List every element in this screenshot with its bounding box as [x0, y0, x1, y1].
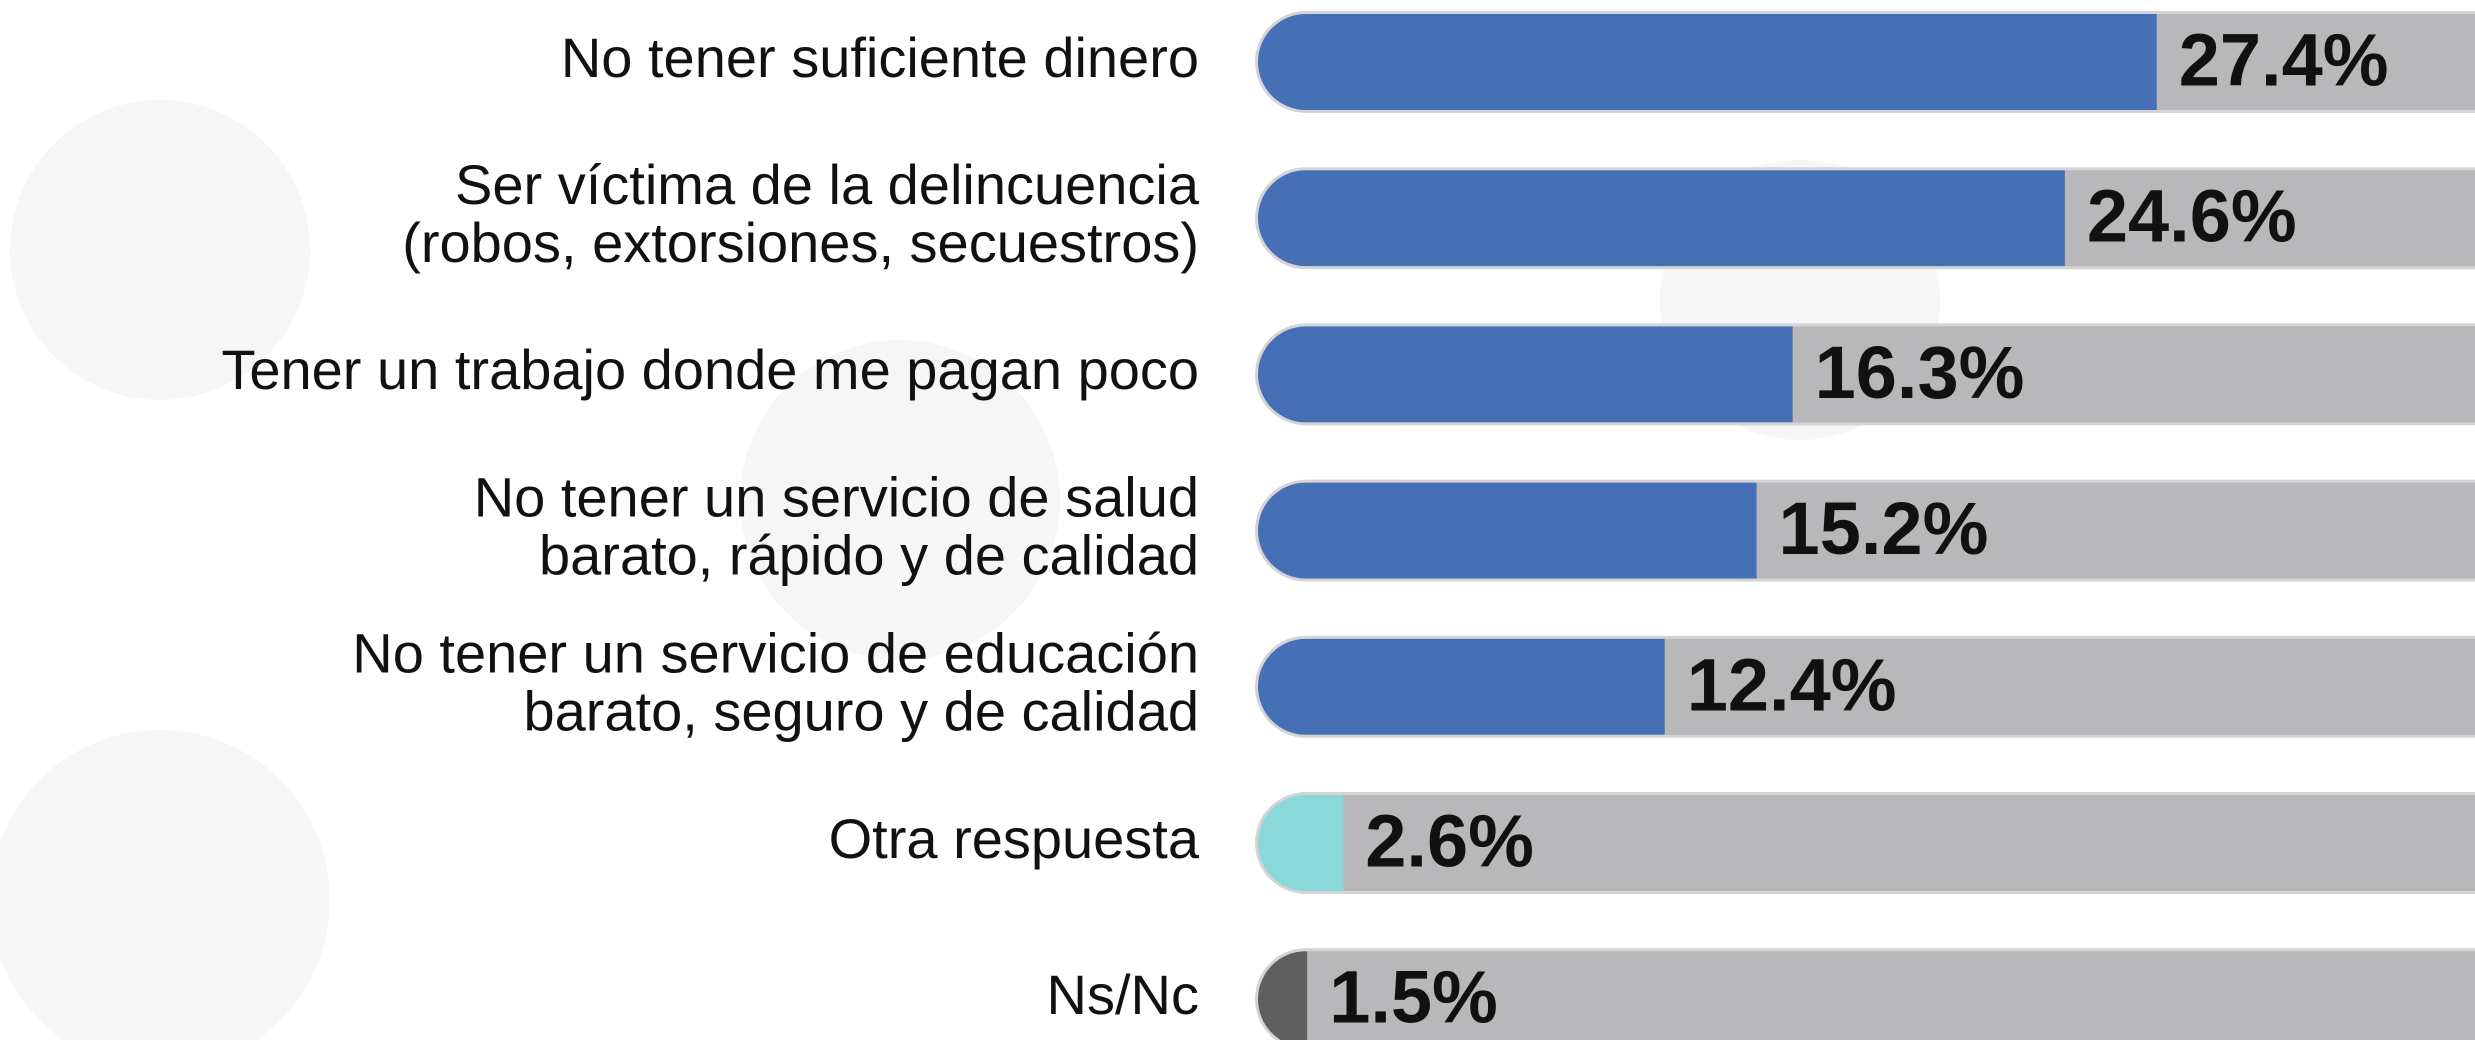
bar — [1258, 638, 1665, 735]
bar — [1258, 326, 1793, 423]
category-label: No tener un servicio de salud — [474, 465, 1199, 528]
bar — [1258, 170, 2065, 267]
value-label: 2.6% — [1365, 800, 1534, 883]
category-label: barato, seguro y de calidad — [523, 680, 1199, 743]
category-label: No tener suficiente dinero — [561, 26, 1199, 89]
category-label: Tener un trabajo donde me pagan poco — [221, 338, 1199, 401]
category-label: No tener un servicio de educación — [352, 622, 1199, 685]
category-label: Ns/Nc — [1047, 963, 1199, 1026]
category-label: Ser víctima de la delincuencia — [455, 153, 1200, 216]
value-label: 24.6% — [2087, 175, 2297, 258]
value-label: 16.3% — [1815, 331, 2025, 414]
value-label: 15.2% — [1779, 487, 1989, 570]
value-label: 1.5% — [1329, 956, 1498, 1039]
value-label: 12.4% — [1687, 643, 1897, 726]
value-label: 27.4% — [2179, 19, 2389, 102]
bar — [1258, 14, 2157, 110]
bar — [1258, 795, 1344, 891]
category-label: barato, rápido y de calidad — [539, 523, 1199, 586]
bar-track-inner — [1258, 795, 2475, 891]
bar-track-inner — [1258, 951, 2475, 1040]
category-label: Otra respuesta — [829, 807, 1200, 870]
category-label: (robos, extorsiones, secuestros) — [402, 211, 1199, 274]
bar — [1258, 482, 1757, 579]
